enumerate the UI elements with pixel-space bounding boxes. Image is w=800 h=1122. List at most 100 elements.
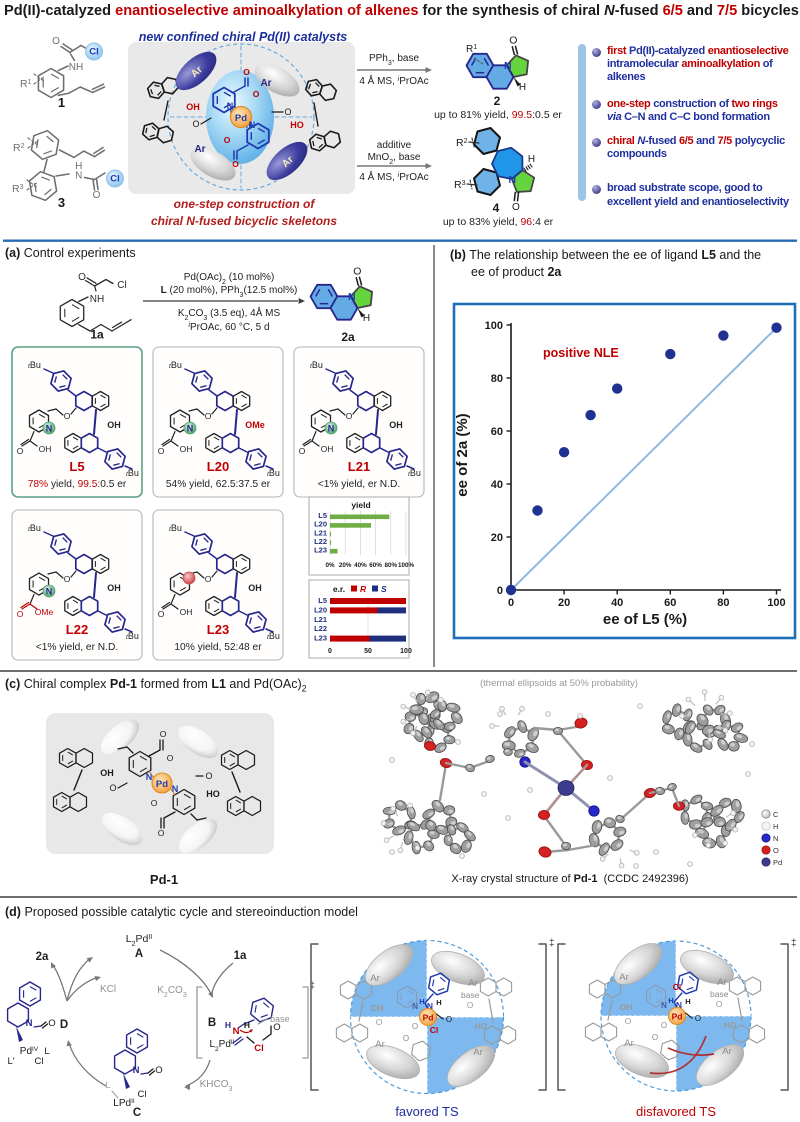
svg-text:L22: L22 [314, 537, 327, 546]
svg-text:tBu: tBu [169, 360, 182, 370]
svg-text:B: B [208, 1017, 216, 1029]
svg-text:L: L [44, 1046, 49, 1057]
svg-text:tBu: tBu [267, 468, 280, 478]
svg-text:Pd: Pd [235, 113, 247, 124]
svg-text:N: N [26, 1018, 33, 1029]
svg-text:H: H [75, 161, 82, 172]
svg-text:54% yield, 62.5:37.5 er: 54% yield, 62.5:37.5 er [166, 479, 271, 490]
svg-text:10% yield, 52:48 er: 10% yield, 52:48 er [174, 642, 262, 653]
svg-text:2a: 2a [36, 951, 49, 963]
svg-text:Ar: Ar [194, 144, 205, 155]
svg-text:0: 0 [328, 648, 332, 655]
svg-text:Pd: Pd [423, 1013, 434, 1023]
svg-text:4 Å MS, iPrOAc: 4 Å MS, iPrOAc [359, 74, 428, 87]
svg-text:HO: HO [206, 789, 220, 799]
svg-text:Cl: Cl [430, 1025, 439, 1035]
svg-text:O: O [625, 1016, 632, 1026]
svg-text:Cl: Cl [138, 1089, 147, 1100]
svg-text:tBu: tBu [169, 523, 182, 533]
svg-text:80: 80 [491, 373, 503, 385]
svg-text:L5: L5 [69, 459, 84, 474]
svg-text:Ar: Ar [375, 1039, 385, 1050]
svg-text:N: N [133, 1065, 140, 1076]
svg-text:4: 4 [493, 201, 500, 215]
svg-text:L5: L5 [318, 596, 327, 605]
svg-text:100%: 100% [398, 562, 415, 569]
svg-text:N: N [227, 101, 234, 111]
svg-text:100: 100 [400, 648, 412, 655]
svg-text:40%: 40% [354, 562, 367, 569]
svg-text:O: O [695, 1014, 701, 1023]
svg-text:LPdII: LPdII [113, 1098, 135, 1110]
svg-text:e.r.: e.r. [333, 584, 345, 594]
svg-text:3: 3 [58, 195, 65, 210]
svg-text:disfavored TS: disfavored TS [636, 1104, 716, 1119]
svg-text:0%: 0% [325, 562, 335, 569]
svg-text:O: O [243, 67, 250, 77]
svg-text:yield: yield [351, 500, 370, 510]
svg-text:up to 83% yield, 96:4 er: up to 83% yield, 96:4 er [443, 216, 554, 228]
svg-text:Pd: Pd [672, 1012, 683, 1022]
svg-text:HO: HO [475, 1021, 488, 1031]
svg-text:MnO2, base: MnO2, base [368, 152, 421, 166]
svg-text:Ar: Ar [260, 78, 271, 89]
svg-text:20: 20 [491, 532, 503, 544]
svg-text:H: H [244, 1020, 250, 1030]
svg-text:R1: R1 [466, 44, 477, 56]
svg-text:Ar: Ar [717, 977, 727, 988]
svg-text:100: 100 [485, 320, 503, 332]
svg-text:OH: OH [620, 1002, 633, 1012]
svg-text:20: 20 [558, 597, 570, 609]
svg-text:O: O [205, 411, 212, 421]
svg-text:<1% yield, er N.D.: <1% yield, er N.D. [318, 479, 400, 490]
svg-text:L23: L23 [314, 634, 327, 643]
svg-text:N: N [412, 1002, 418, 1011]
svg-text:O: O [64, 574, 71, 584]
svg-text:D: D [60, 1019, 68, 1031]
svg-text:C: C [773, 810, 779, 819]
svg-text:O: O [192, 119, 199, 129]
svg-text:O: O [716, 999, 723, 1009]
svg-text:O: O [52, 36, 60, 47]
svg-text:Cl: Cl [35, 1056, 44, 1067]
svg-text:O: O [109, 783, 116, 793]
svg-text:L5: L5 [318, 511, 327, 520]
svg-text:50: 50 [364, 648, 372, 655]
svg-text:N: N [676, 1000, 682, 1010]
svg-text:O: O [158, 609, 165, 619]
svg-text:H: H [519, 82, 526, 93]
svg-text:iPrOAc, 60 °C, 5 d: iPrOAc, 60 °C, 5 d [188, 322, 269, 334]
svg-text:base: base [270, 1014, 290, 1024]
svg-text:O: O [17, 446, 24, 456]
svg-text:L22: L22 [314, 624, 327, 633]
svg-text:N: N [348, 291, 356, 303]
svg-text:A: A [135, 948, 143, 960]
svg-text:O: O [158, 446, 165, 456]
svg-text:OH: OH [248, 583, 262, 593]
svg-text:O: O [412, 1022, 418, 1031]
svg-text:O: O [661, 1021, 667, 1030]
svg-text:O: O [512, 202, 520, 213]
svg-text:<1% yield, er N.D.: <1% yield, er N.D. [36, 642, 118, 653]
svg-text:R2: R2 [456, 137, 468, 149]
svg-text:60: 60 [491, 426, 503, 438]
svg-text:N: N [328, 424, 335, 434]
svg-text:O: O [224, 135, 231, 145]
svg-text:OH: OH [371, 1003, 384, 1013]
svg-text:tBu: tBu [408, 468, 421, 478]
svg-text:Pd(OAc)2 (10 mol%): Pd(OAc)2 (10 mol%) [184, 272, 275, 286]
svg-text:HO: HO [724, 1020, 737, 1030]
svg-text:R2: R2 [13, 142, 25, 154]
svg-text:O: O [403, 1034, 409, 1043]
svg-text:Cl: Cl [110, 174, 120, 185]
svg-text:OH: OH [39, 444, 52, 454]
svg-text:up to 81% yield, 99.5:0.5 er: up to 81% yield, 99.5:0.5 er [434, 109, 562, 121]
svg-text:R1: R1 [20, 78, 32, 90]
svg-text:2a: 2a [341, 330, 355, 344]
svg-text:1a: 1a [90, 328, 104, 342]
svg-text:OH: OH [389, 420, 403, 430]
svg-text:ee of L5 (%): ee of L5 (%) [603, 611, 687, 628]
svg-text:Ar: Ar [468, 978, 478, 989]
svg-text:OH: OH [107, 420, 121, 430]
svg-text:Cl: Cl [89, 47, 99, 58]
